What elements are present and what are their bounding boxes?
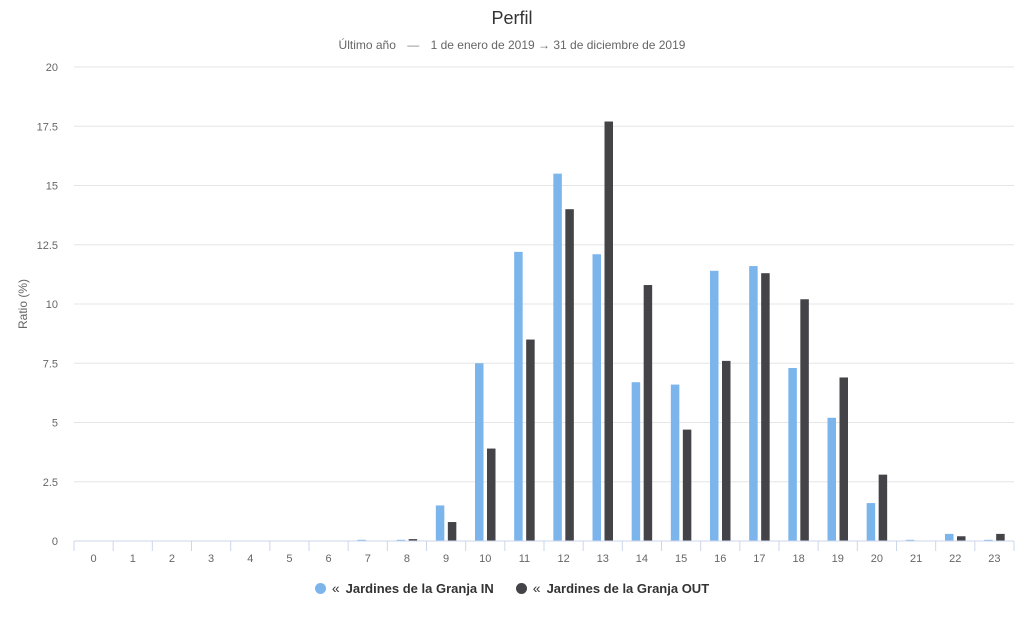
bar-out bbox=[447, 522, 457, 541]
y-tick-label: 15 bbox=[46, 181, 58, 193]
bar-out bbox=[957, 536, 966, 541]
subtitle-arrow: → bbox=[538, 38, 551, 52]
x-tick-label: 10 bbox=[479, 553, 491, 565]
bar-out bbox=[408, 539, 418, 541]
legend-item-in[interactable]: « Jardines de la Granja IN bbox=[314, 580, 494, 596]
bar-in bbox=[827, 417, 836, 541]
x-tick-label: 21 bbox=[910, 553, 922, 565]
bar-in bbox=[749, 266, 758, 541]
x-tick-label: 4 bbox=[247, 553, 253, 565]
bar-out bbox=[643, 285, 653, 541]
x-tick-label: 13 bbox=[597, 553, 609, 565]
y-tick-label: 20 bbox=[46, 62, 58, 74]
x-tick-label: 0 bbox=[91, 553, 97, 565]
y-tick-label: 2.5 bbox=[43, 477, 58, 489]
legend-marker-out bbox=[515, 582, 527, 594]
x-tick-label: 23 bbox=[988, 553, 1000, 565]
bar-in bbox=[945, 533, 954, 541]
bar-out bbox=[722, 360, 731, 541]
legend-marker-in bbox=[314, 582, 326, 594]
bar-out bbox=[604, 121, 613, 541]
double-chevron-left-icon: « bbox=[331, 580, 340, 596]
legend-label-out: Jardines de la Granja OUT bbox=[546, 580, 710, 596]
x-tick-label: 15 bbox=[675, 553, 687, 565]
legend-label-in: Jardines de la Granja IN bbox=[345, 580, 494, 596]
y-tick-label: 0 bbox=[52, 536, 58, 548]
x-tick-label: 9 bbox=[443, 553, 449, 565]
bar-in bbox=[984, 539, 993, 541]
subtitle-separator: — bbox=[407, 38, 420, 52]
double-chevron-left-icon: « bbox=[532, 580, 541, 596]
x-tick-label: 20 bbox=[871, 553, 883, 565]
y-tick-label: 12.5 bbox=[37, 240, 58, 252]
bar-in bbox=[475, 363, 484, 541]
x-tick-label: 17 bbox=[753, 553, 765, 565]
y-tick-label: 10 bbox=[46, 299, 58, 311]
x-tick-label: 6 bbox=[326, 553, 332, 565]
x-tick-label: 14 bbox=[636, 553, 648, 565]
bar-out bbox=[878, 474, 888, 541]
bars-layer bbox=[357, 121, 1005, 542]
bar-in bbox=[514, 251, 523, 542]
chart-title: Perfil bbox=[491, 8, 533, 28]
bar-in bbox=[631, 382, 641, 541]
bar-in bbox=[592, 254, 601, 542]
bar-out bbox=[996, 533, 1005, 541]
x-tick-label: 5 bbox=[286, 553, 292, 565]
bar-in bbox=[553, 173, 562, 541]
grid-layer bbox=[74, 66, 1014, 483]
bar-in bbox=[788, 367, 797, 541]
y-tick-label: 5 bbox=[52, 418, 58, 430]
x-tick-label: 3 bbox=[208, 553, 214, 565]
bar-in bbox=[866, 503, 876, 541]
x-tick-label: 12 bbox=[557, 553, 569, 565]
y-tick-label: 7.5 bbox=[43, 358, 58, 370]
subtitle-start-date: 1 de enero de 2019 bbox=[430, 38, 535, 52]
x-tick-label: 11 bbox=[519, 553, 530, 565]
x-tick-label: 7 bbox=[365, 553, 371, 565]
x-tick-label: 8 bbox=[404, 553, 410, 565]
bar-out bbox=[565, 209, 574, 541]
bar-out bbox=[526, 339, 535, 541]
bar-in bbox=[670, 384, 680, 541]
x-tick-label: 22 bbox=[949, 553, 961, 565]
subtitle-period: Último año bbox=[338, 38, 396, 52]
bar-out bbox=[800, 299, 809, 541]
bar-out bbox=[839, 377, 848, 541]
legend: « Jardines de la Granja IN « Jardines de… bbox=[0, 580, 1024, 596]
bar-out bbox=[487, 448, 496, 541]
x-tick-label: 2 bbox=[169, 553, 175, 565]
bar-in bbox=[396, 539, 406, 541]
x-tick-label: 18 bbox=[792, 553, 804, 565]
legend-item-out[interactable]: « Jardines de la Granja OUT bbox=[515, 580, 710, 596]
x-tick-label: 16 bbox=[714, 553, 726, 565]
chart-subtitle: Último año — 1 de enero de 2019 → 31 de … bbox=[0, 38, 1024, 52]
bar-out bbox=[682, 429, 692, 541]
y-tick-label: 17.5 bbox=[37, 121, 58, 133]
bar-in bbox=[357, 539, 366, 541]
bar-in bbox=[435, 505, 445, 541]
x-tick-label: 19 bbox=[832, 553, 844, 565]
bar-out bbox=[761, 273, 770, 541]
bar-in bbox=[905, 539, 915, 541]
bar-in bbox=[710, 270, 719, 541]
subtitle-end-date: 31 de diciembre de 2019 bbox=[553, 38, 686, 52]
y-axis-title: Ratio (%) bbox=[16, 279, 30, 329]
x-tick-label: 1 bbox=[130, 553, 136, 565]
